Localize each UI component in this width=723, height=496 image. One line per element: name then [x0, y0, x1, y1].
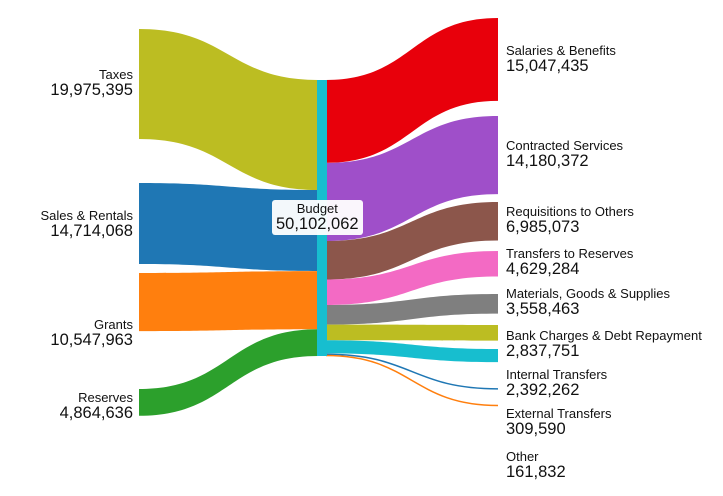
target-value: 2,392,262 — [506, 380, 580, 399]
source-name: Sales & Rentals — [40, 208, 134, 223]
source-name: Grants — [93, 317, 133, 332]
budget-value: 50,102,062 — [276, 214, 359, 233]
target-label-bank-charges-debt-repayment: Bank Charges & Debt Repayment 2,837,751 — [502, 327, 706, 362]
target-flow-transfers-to-reserves — [326, 251, 498, 305]
source-label-reserves: Reserves 4,864,636 — [55, 389, 137, 424]
target-value: 4,629,284 — [506, 259, 580, 278]
target-label-salaries-benefits: Salaries & Benefits 15,047,435 — [502, 42, 620, 77]
target-name: Salaries & Benefits — [506, 43, 616, 58]
target-label-contracted-services: Contracted Services 14,180,372 — [502, 137, 628, 172]
budget-name: Budget — [296, 201, 338, 216]
target-name: External Transfers — [506, 406, 612, 421]
target-label-other: Other 161,832 — [502, 448, 570, 483]
source-flow-reserves — [139, 329, 318, 416]
source-label-sales-rentals: Sales & Rentals 14,714,068 — [36, 207, 137, 242]
target-flow-bank-charges-debt-repayment — [326, 324, 498, 341]
target-name: Transfers to Reserves — [506, 246, 634, 261]
target-flow-salaries-benefits — [326, 18, 498, 163]
target-value: 161,832 — [506, 462, 566, 481]
budget-node-label: Budget 50,102,062 — [272, 200, 363, 235]
target-flow-requisitions-to-others — [326, 202, 498, 280]
target-label-materials-goods-supplies: Materials, Goods & Supplies 3,558,463 — [502, 285, 675, 320]
target-flow-internal-transfers — [326, 340, 498, 363]
target-value: 309,590 — [506, 419, 566, 438]
target-flow-other — [325, 354, 499, 407]
target-value: 6,985,073 — [506, 217, 580, 236]
target-name: Contracted Services — [506, 138, 624, 153]
target-value: 14,180,372 — [506, 151, 589, 170]
source-value: 10,547,963 — [50, 330, 133, 349]
target-value: 3,558,463 — [506, 299, 580, 318]
source-value: 14,714,068 — [50, 221, 133, 240]
target-value: 15,047,435 — [506, 56, 589, 75]
source-name: Taxes — [99, 67, 133, 82]
source-value: 19,975,395 — [50, 80, 133, 99]
target-label-requisitions-to-others: Requisitions to Others 6,985,073 — [502, 203, 638, 238]
source-value: 4,864,636 — [59, 403, 133, 422]
target-value: 2,837,751 — [506, 341, 580, 360]
target-name: Bank Charges & Debt Repayment — [506, 328, 702, 343]
target-flow-external-transfers — [325, 353, 499, 390]
target-label-external-transfers: External Transfers 309,590 — [502, 405, 616, 440]
target-label-internal-transfers: Internal Transfers 2,392,262 — [502, 366, 612, 401]
source-label-grants: Grants 10,547,963 — [46, 316, 137, 351]
source-label-taxes: Taxes 19,975,395 — [46, 66, 137, 101]
target-name: Materials, Goods & Supplies — [506, 286, 671, 301]
source-name: Reserves — [78, 390, 133, 405]
source-flow-grants — [139, 271, 318, 332]
target-name: Internal Transfers — [506, 367, 608, 382]
target-flow-materials-goods-supplies — [326, 294, 498, 325]
target-label-transfers-to-reserves: Transfers to Reserves 4,629,284 — [502, 245, 638, 280]
target-name: Other — [506, 449, 539, 464]
target-flow-contracted-services — [326, 116, 498, 242]
source-flow-taxes — [139, 29, 318, 191]
target-name: Requisitions to Others — [506, 204, 634, 219]
